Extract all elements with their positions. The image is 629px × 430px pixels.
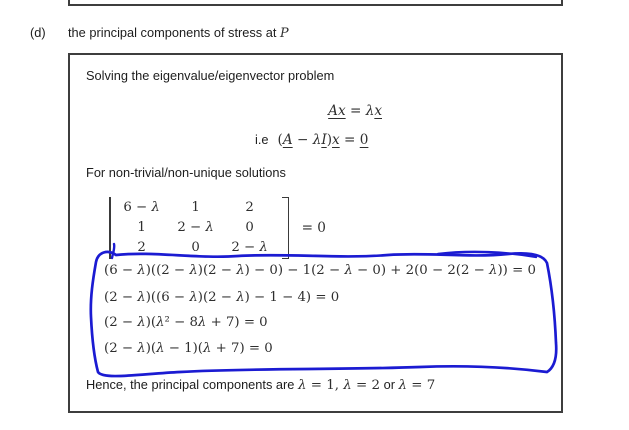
matrix-equals: = 0 [301, 220, 326, 236]
matrix-cell: 2 [137, 240, 146, 255]
conclusion-line: Hence, the principal components are λ = … [86, 377, 436, 393]
solution-panel: Solving the eigenvalue/eigenvector probl… [68, 53, 563, 413]
matrix-cell: 2 − λ [231, 240, 268, 255]
annotation-loop-overlap [436, 250, 538, 259]
matrix-cell: 1 [137, 220, 146, 235]
matrix-left-bar [109, 197, 111, 259]
derivation-line-3: (2 − λ)(λ² − 8λ + 7) = 0 [104, 315, 268, 330]
item-heading: the principal components of stress at P [68, 25, 289, 41]
matrix-right-bracket [281, 197, 289, 259]
matrix-cell: 2 − λ [177, 220, 214, 235]
ie-label: i.e [255, 132, 269, 147]
determinant-matrix: 6 − λ 1 2 1 2 − λ 0 2 0 2 − λ = 0 [109, 197, 326, 259]
derivation-line-2: (2 − λ)((6 − λ)(2 − λ) − 1 − 4) = 0 [104, 290, 340, 305]
nontrivial-line: For non-trivial/non-unique solutions [86, 165, 286, 180]
matrix-cell: 0 [245, 220, 254, 235]
previous-section-box-bottom [68, 0, 563, 6]
derivation-line-1: (6 − λ)((2 − λ)(2 − λ) − 0) − 1(2 − λ − … [104, 263, 536, 278]
item-label: (d) [30, 25, 46, 40]
matrix-grid: 6 − λ 1 2 1 2 − λ 0 2 0 2 − λ [111, 197, 281, 259]
matrix-cell: 1 [191, 200, 200, 215]
solving-line: Solving the eigenvalue/eigenvector probl… [86, 68, 335, 83]
characteristic-equation: (A − λI)x = 0 [277, 132, 369, 148]
matrix-cell: 0 [191, 240, 200, 255]
matrix-cell: 2 [245, 200, 254, 215]
matrix-cell: 6 − λ [123, 200, 160, 215]
eigen-equation: Ax = λx [328, 103, 382, 119]
characteristic-equation-row: i.e (A − λI)x = 0 [255, 131, 368, 149]
derivation-line-4: (2 − λ)(λ − 1)(λ + 7) = 0 [104, 341, 273, 356]
